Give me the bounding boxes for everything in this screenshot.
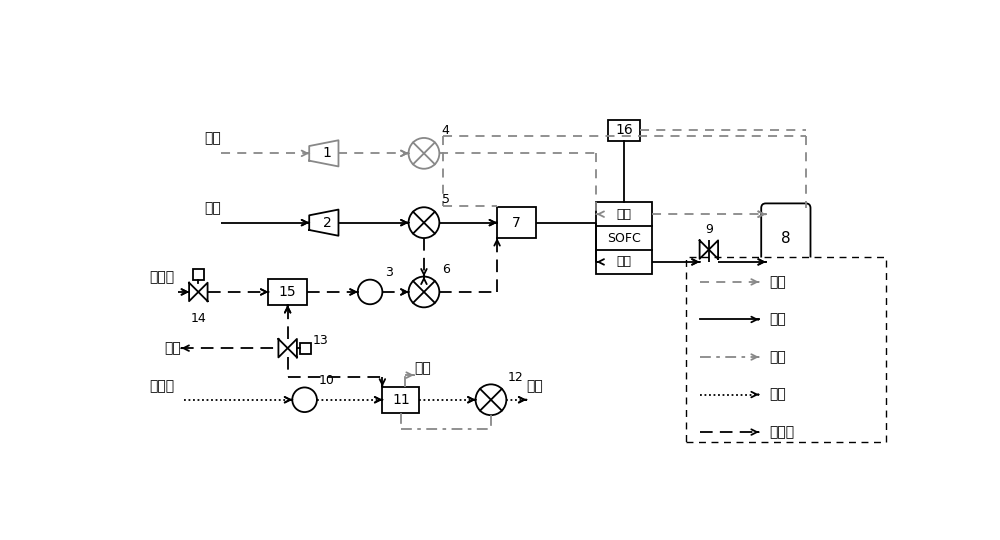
Text: 循环水: 循环水 bbox=[769, 425, 794, 439]
Text: 空气: 空气 bbox=[205, 132, 221, 146]
Text: 15: 15 bbox=[279, 285, 296, 299]
Text: 6: 6 bbox=[442, 263, 450, 276]
Bar bbox=[497, 207, 536, 238]
Text: 4: 4 bbox=[442, 124, 450, 137]
Text: 热水: 热水 bbox=[769, 388, 786, 402]
Text: 冷却水: 冷却水 bbox=[149, 380, 174, 394]
Bar bbox=[596, 202, 652, 274]
Bar bbox=[193, 269, 204, 280]
Text: 阳极: 阳极 bbox=[617, 255, 632, 268]
Text: 补充水: 补充水 bbox=[149, 270, 174, 284]
Text: 8: 8 bbox=[781, 231, 791, 246]
Text: 空气: 空气 bbox=[769, 275, 786, 289]
Circle shape bbox=[409, 207, 439, 238]
Text: 13: 13 bbox=[312, 334, 328, 347]
Circle shape bbox=[292, 387, 317, 412]
Bar bbox=[268, 279, 307, 305]
Bar bbox=[608, 120, 640, 140]
Text: 12: 12 bbox=[508, 370, 524, 383]
Circle shape bbox=[476, 384, 506, 415]
FancyBboxPatch shape bbox=[761, 204, 810, 273]
Bar bbox=[300, 343, 311, 354]
Circle shape bbox=[409, 138, 439, 168]
Text: 阴极: 阴极 bbox=[617, 208, 632, 221]
Circle shape bbox=[358, 280, 382, 304]
Text: 热水: 热水 bbox=[526, 380, 543, 394]
Circle shape bbox=[409, 276, 439, 307]
Bar bbox=[382, 387, 419, 413]
Text: 5: 5 bbox=[442, 193, 450, 206]
Text: 燃料: 燃料 bbox=[769, 313, 786, 327]
Text: 尾气: 尾气 bbox=[769, 350, 786, 364]
Text: 9: 9 bbox=[705, 222, 713, 236]
Text: 排水: 排水 bbox=[165, 341, 181, 355]
Text: 7: 7 bbox=[512, 215, 521, 230]
Text: 11: 11 bbox=[392, 393, 410, 407]
Text: 尾气: 尾气 bbox=[414, 361, 431, 375]
Text: 3: 3 bbox=[385, 266, 393, 279]
Text: 2: 2 bbox=[323, 215, 331, 230]
Text: 10: 10 bbox=[318, 374, 334, 387]
Text: 燃料: 燃料 bbox=[205, 201, 221, 215]
Text: 16: 16 bbox=[615, 123, 633, 137]
Text: 1: 1 bbox=[322, 146, 331, 160]
Text: 14: 14 bbox=[190, 312, 206, 325]
Text: SOFC: SOFC bbox=[607, 232, 641, 245]
Bar bbox=[686, 257, 886, 442]
